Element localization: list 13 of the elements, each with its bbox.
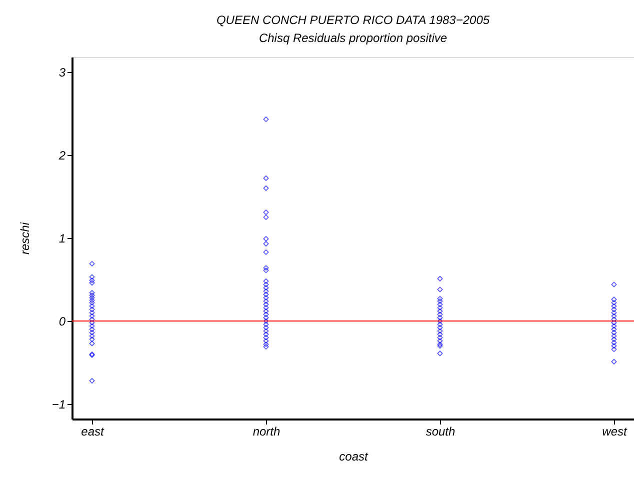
x-tick-label: east xyxy=(81,424,105,438)
y-tick-label: 3 xyxy=(58,65,66,80)
x-axis-title: coast xyxy=(339,450,369,464)
y-tick-label: 2 xyxy=(58,148,66,162)
y-tick-label: −1 xyxy=(52,398,66,412)
y-tick-label: 1 xyxy=(58,232,66,246)
x-tick-label: west xyxy=(602,424,628,438)
y-axis-title: reschi xyxy=(18,222,32,255)
chart-title: QUEEN CONCH PUERTO RICO DATA 1983−2005 xyxy=(216,13,490,27)
chart-subtitle: Chisq Residuals proportion positive xyxy=(258,31,448,45)
x-tick-label: south xyxy=(426,424,456,438)
y-tick-label: 0 xyxy=(58,314,66,329)
x-tick-label: north xyxy=(252,424,280,438)
